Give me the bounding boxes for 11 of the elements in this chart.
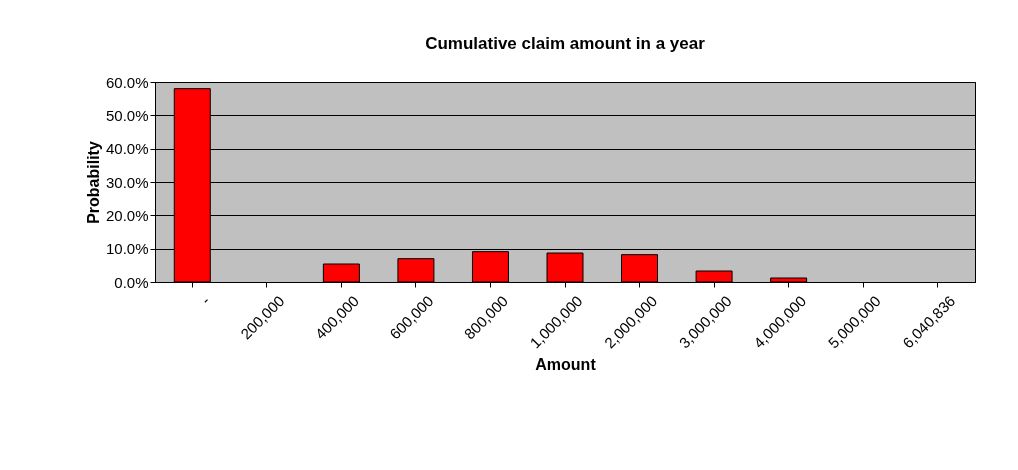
y-tick-label: 60.0% [105, 73, 149, 91]
y-tick-label: 40.0% [105, 140, 149, 158]
y-tick-label: 20.0% [105, 206, 149, 224]
chart-title: Cumulative claim amount in a year [425, 34, 706, 53]
y-tick-label: 50.0% [105, 106, 149, 124]
y-tick-label: 0.0% [114, 273, 149, 291]
y-tick-label: 10.0% [105, 240, 149, 258]
x-tick-label: - [197, 292, 213, 308]
x-axis-title: Amount [535, 356, 597, 374]
y-axis-title: Probability [84, 141, 102, 224]
y-tick-label: 30.0% [105, 173, 149, 191]
